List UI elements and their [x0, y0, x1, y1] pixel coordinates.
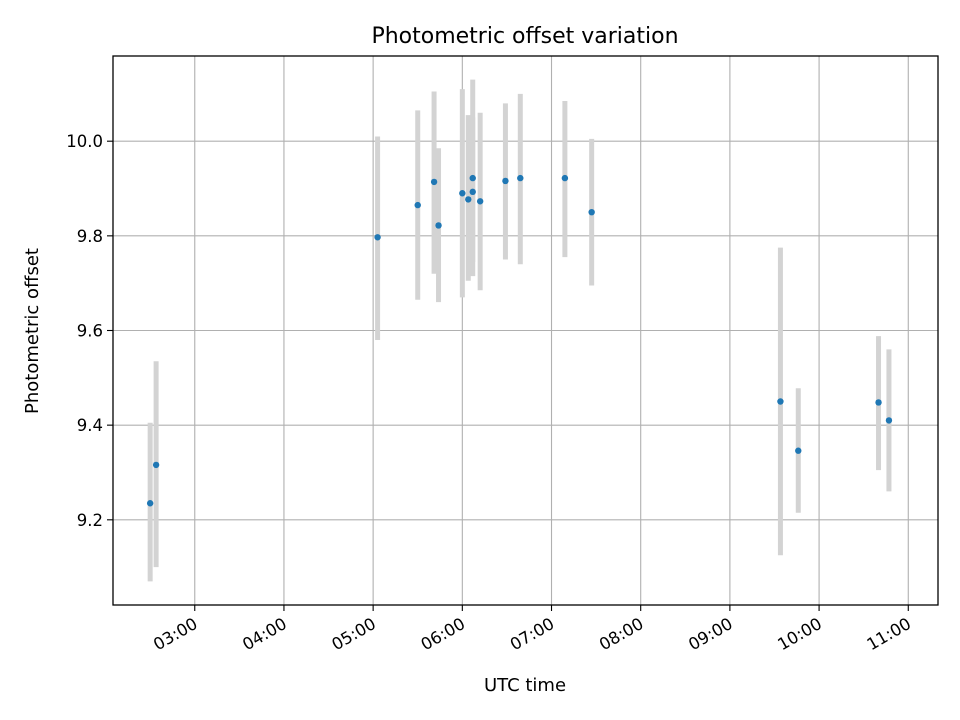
- data-point: [459, 190, 466, 197]
- data-point: [146, 500, 154, 507]
- data-point: [777, 398, 784, 405]
- data-points: [146, 174, 893, 507]
- data-point: [465, 196, 472, 203]
- grid: [113, 56, 938, 605]
- x-tick-label: 08:00: [596, 614, 647, 654]
- x-tick-label: 10:00: [774, 614, 825, 654]
- x-tick-label: 09:00: [685, 614, 736, 654]
- data-point: [435, 222, 442, 229]
- x-axis-label: UTC time: [484, 675, 566, 696]
- data-point: [795, 447, 802, 454]
- x-tick-label: 06:00: [418, 614, 469, 654]
- data-point: [469, 174, 476, 182]
- data-point: [517, 174, 524, 182]
- data-point: [152, 461, 160, 469]
- data-point: [374, 234, 381, 241]
- chart-title: Photometric offset variation: [371, 24, 678, 49]
- y-axis-label: Photometric offset: [22, 248, 43, 414]
- x-tick-label: 04:00: [239, 614, 290, 654]
- data-point: [476, 198, 484, 205]
- data-point: [469, 188, 476, 196]
- data-point: [875, 399, 882, 406]
- y-tick-label: 9.4: [77, 416, 103, 435]
- y-tick-label: 9.8: [77, 227, 103, 246]
- y-axis-ticks: 9.2 9.4 9.6 9.8 10.0: [66, 132, 113, 530]
- x-tick-label: 11:00: [864, 614, 915, 654]
- data-point: [885, 417, 893, 424]
- data-point: [561, 174, 569, 182]
- data-point: [414, 201, 421, 209]
- data-point: [588, 208, 595, 216]
- y-tick-label: 10.0: [66, 132, 103, 151]
- data-point: [502, 177, 509, 185]
- x-tick-label: 05:00: [328, 614, 379, 654]
- x-tick-label: 03:00: [150, 614, 201, 654]
- data-point: [430, 178, 438, 186]
- x-axis-ticks: 03:00 04:00 05:00 06:00 07:00 08:00 09:00 10:00…: [150, 605, 914, 654]
- x-tick-label: 07:00: [507, 614, 558, 654]
- y-tick-label: 9.2: [77, 511, 103, 530]
- y-tick-label: 9.6: [77, 322, 103, 341]
